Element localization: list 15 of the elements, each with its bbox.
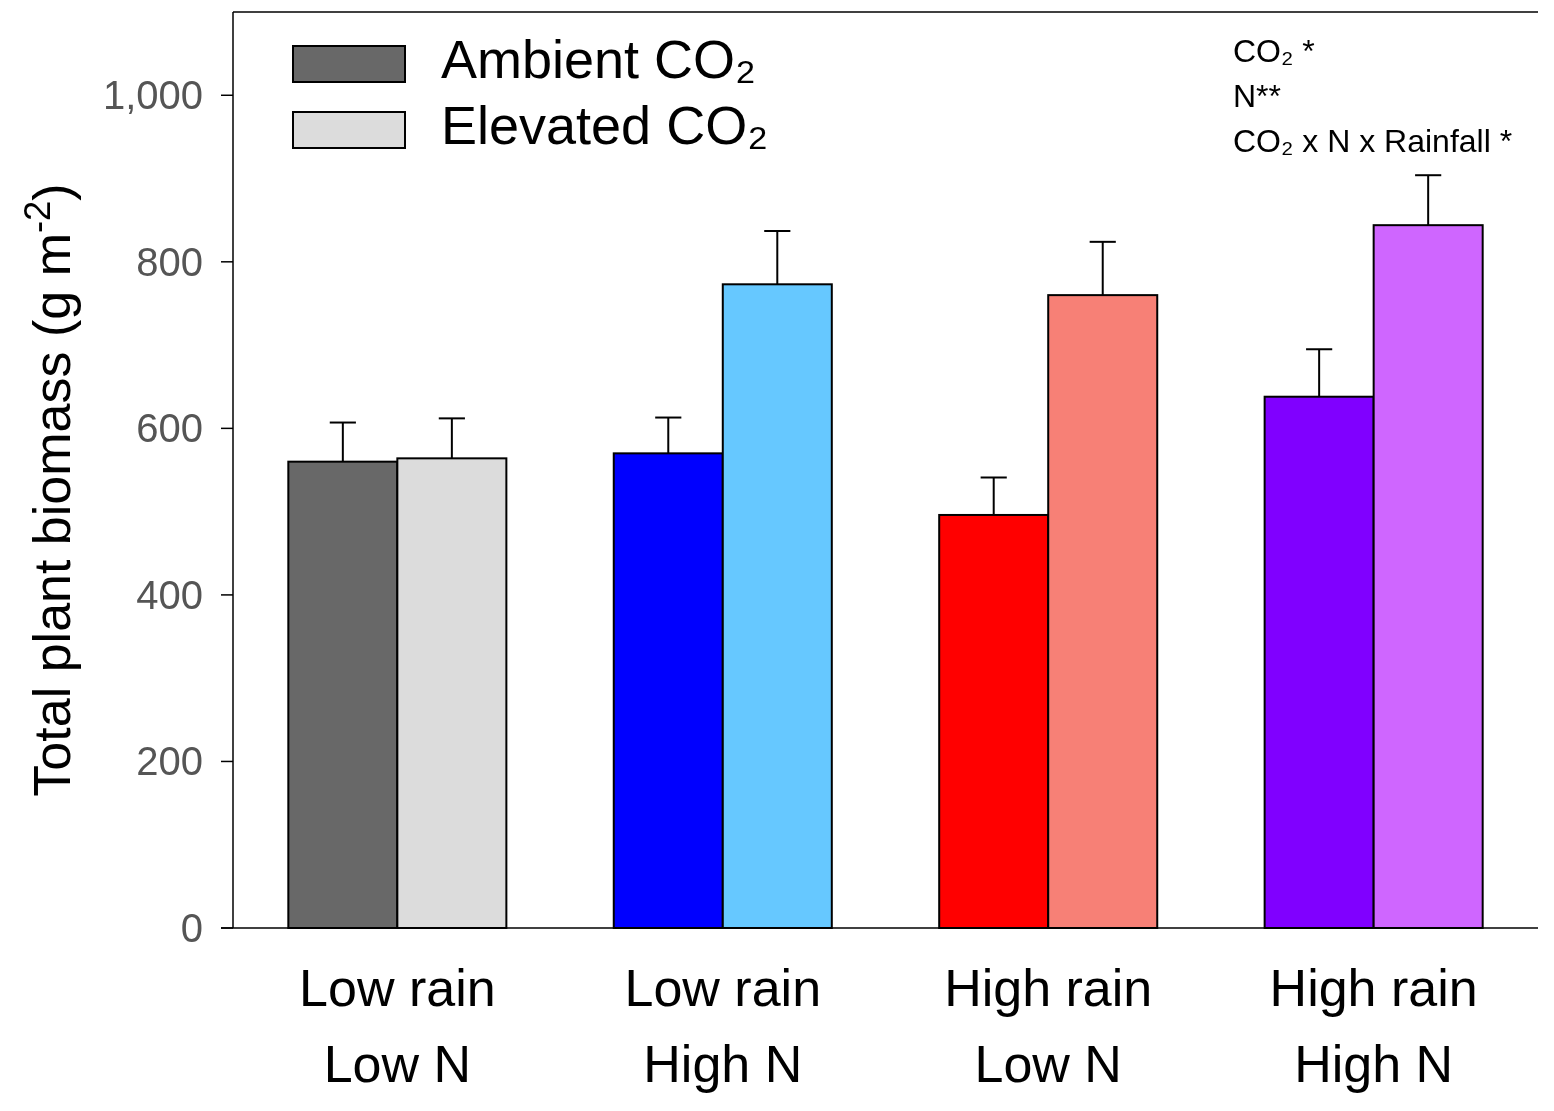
x-tick-label: Low rain Low N	[299, 959, 496, 1093]
x-tick-label: Low rain High N	[624, 959, 822, 1093]
y-tick-label: 400	[136, 572, 203, 617]
legend-label: Ambient CO₂	[441, 29, 757, 89]
y-tick-label: 800	[136, 239, 203, 284]
y-tick-label: 1,000	[102, 73, 203, 118]
x-tick-label: High rain Low N	[944, 959, 1153, 1093]
annotation: CO₂ x N x Rainfall *	[1233, 123, 1513, 159]
y-tick-label: 0	[180, 906, 203, 950]
y-tick-label: 600	[136, 406, 203, 451]
annotation: CO₂ *	[1233, 33, 1315, 69]
legend-label: Elevated CO₂	[441, 95, 769, 155]
y-tick-label: 200	[136, 739, 203, 784]
x-tick-label: High rain High N	[1269, 959, 1478, 1093]
annotation: N**	[1233, 78, 1282, 114]
